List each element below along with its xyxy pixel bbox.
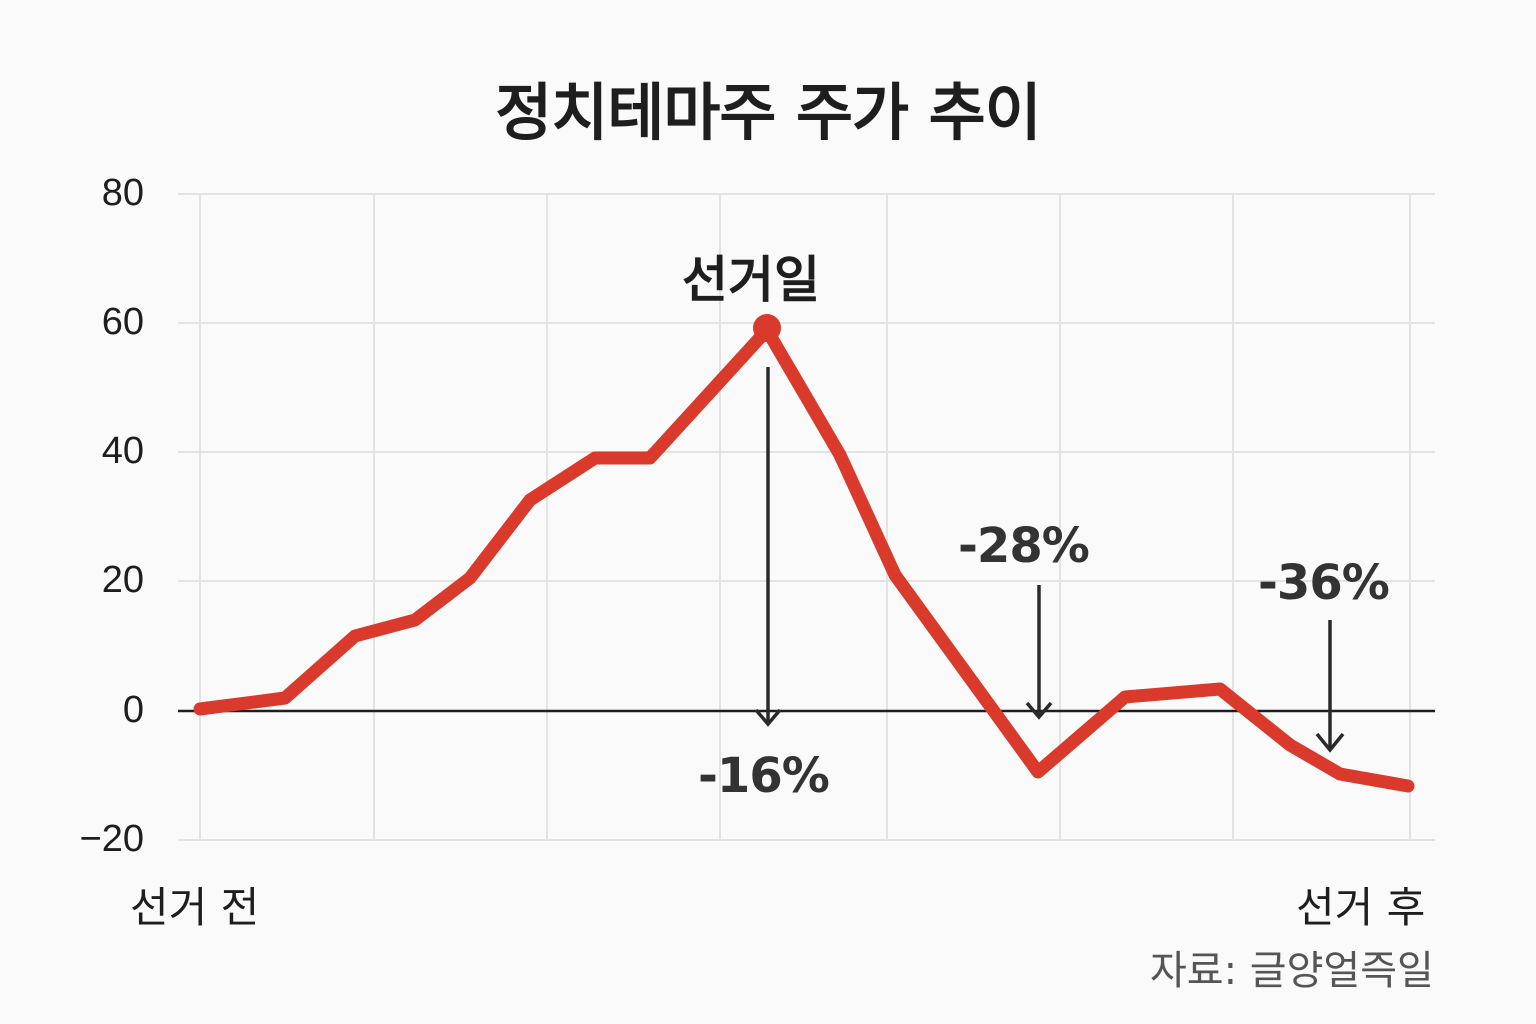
drop-label-36: -36% (1258, 555, 1390, 611)
arrow-election-day (754, 367, 782, 727)
drop-label-28: -28% (958, 518, 1090, 574)
election-day-label: 선거일 (682, 251, 820, 309)
y-tick-60: 60 (101, 301, 144, 343)
chart-title: 정치테마주 주가 추이 (495, 76, 1042, 149)
drop-label-16: -16% (698, 748, 830, 804)
x-label-before: 선거 전 (130, 883, 260, 932)
y-tick-0: 0 (122, 689, 144, 731)
election-day-marker (753, 314, 781, 342)
arrow-trough (1025, 585, 1053, 720)
y-tick-20: 20 (101, 559, 144, 601)
x-label-after: 선거 후 (1296, 883, 1426, 932)
y-tick-80: 80 (101, 172, 144, 214)
grid-lines (178, 193, 1435, 841)
arrow-end (1315, 620, 1345, 753)
y-tick-40: 40 (101, 430, 144, 472)
source-note: 자료: 글양얼즉일 (1150, 948, 1434, 994)
price-line (193, 323, 1415, 793)
y-tick-neg20: −20 (79, 818, 144, 860)
